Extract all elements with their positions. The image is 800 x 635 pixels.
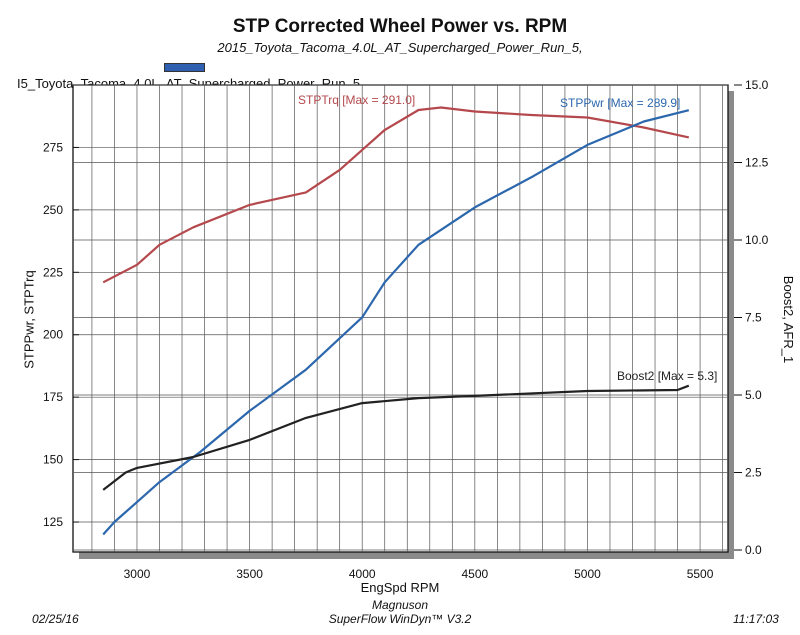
y2-tick-label: 2.5 [745, 466, 762, 480]
y-tick-label: 250 [43, 203, 63, 217]
y2-tick-label: 12.5 [745, 156, 769, 170]
plot-shadow-right [728, 91, 734, 558]
legend-swatch [164, 63, 205, 72]
y-tick-label: 225 [43, 265, 63, 279]
series-label-stppwr: STPPwr [Max = 289.9] [560, 96, 680, 110]
y-tick-label: 125 [43, 515, 63, 529]
chart-subtitle: 2015_Toyota_Tacoma_4.0L_AT_Supercharged_… [217, 40, 583, 55]
y-tick-label: 175 [43, 390, 63, 404]
footer-date: 02/25/16 [32, 612, 79, 626]
y2-tick-label: 15.0 [745, 78, 769, 92]
y-tick-label: 150 [43, 453, 63, 467]
series-line-boost2 [102, 384, 690, 491]
footer-software: SuperFlow WinDyn™ V3.2 [328, 612, 472, 626]
series-label-stptrq: STPTrq [Max = 291.0] [298, 93, 415, 107]
x-tick-label: 4500 [461, 567, 488, 581]
y-tick-label: 275 [43, 140, 63, 154]
series-line-stppwr [102, 109, 690, 536]
y-tick-label: 200 [43, 328, 63, 342]
y2-axis-label: Boost2, AFR_1 [781, 275, 797, 364]
x-tick-label: 3500 [236, 567, 263, 581]
footer-time: 11:17:03 [733, 612, 779, 626]
footer-company: Magnuson [371, 598, 429, 612]
y2-tick-label: 0.0 [745, 543, 762, 557]
x-tick-label: 4000 [349, 567, 376, 581]
y2-tick-label: 10.0 [745, 233, 769, 247]
x-tick-label: 3000 [124, 567, 151, 581]
chart-title: STP Corrected Wheel Power vs. RPM [232, 16, 568, 37]
series-line-stptrq [102, 106, 690, 284]
x-axis-label: EngSpd RPM [360, 580, 440, 595]
y2-tick-label: 7.5 [745, 311, 762, 325]
plot-shadow-bottom [79, 552, 734, 559]
series-label-boost2: Boost2 [Max = 5.3] [617, 369, 717, 383]
plot-frame [72, 84, 729, 553]
y-axis-label: STPPwr, STPTrq [21, 270, 37, 369]
x-tick-label: 5000 [574, 567, 601, 581]
y2-tick-label: 5.0 [745, 388, 762, 402]
x-tick-label: 5500 [687, 567, 714, 581]
